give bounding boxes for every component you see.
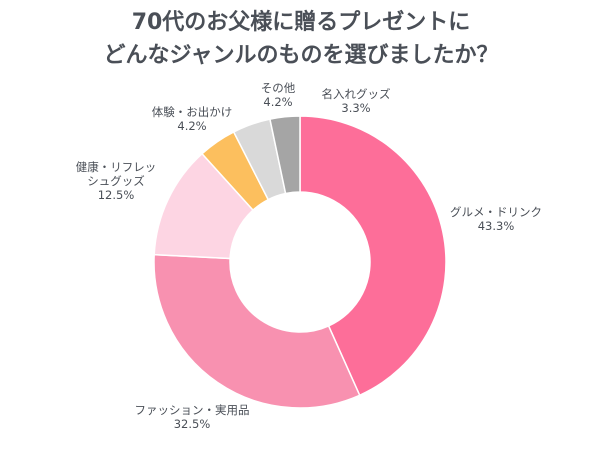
value-label-other: 4.2% <box>263 95 292 109</box>
chart-title-line-1: 70代のお父様に贈るプレゼントに <box>131 10 471 35</box>
slice-fashion-practical <box>153 253 361 409</box>
category-label-health-refresh-line-2: シュグッズ <box>87 174 145 188</box>
category-label-gourmet-drink: グルメ・ドリンク <box>450 205 542 219</box>
chart-title-line-2: どんなジャンルのものを選びましたか？ <box>103 43 499 68</box>
category-label-other: その他 <box>261 81 296 95</box>
category-label-experience-outing: 体験・お出かけ <box>152 105 233 119</box>
chart-title: 70代のお父様に贈るプレゼントに どんなジャンルのものを選びましたか？ <box>0 6 602 72</box>
value-label-health-refresh: 12.5% <box>98 188 135 202</box>
category-label-health-refresh-line-1: 健康・リフレッ <box>76 160 157 174</box>
category-label-fashion-practical: ファッション・実用品 <box>135 403 250 417</box>
donut-slices <box>153 115 447 409</box>
category-label-name-engraved: 名入れグッズ <box>322 87 391 101</box>
value-label-name-engraved: 3.3% <box>341 101 370 115</box>
slice-gourmet-drink <box>299 115 447 397</box>
value-label-fashion-practical: 32.5% <box>174 417 211 431</box>
slice-name-engraved <box>269 115 301 195</box>
value-label-experience-outing: 4.2% <box>177 119 206 133</box>
value-label-gourmet-drink: 43.3% <box>478 219 515 233</box>
